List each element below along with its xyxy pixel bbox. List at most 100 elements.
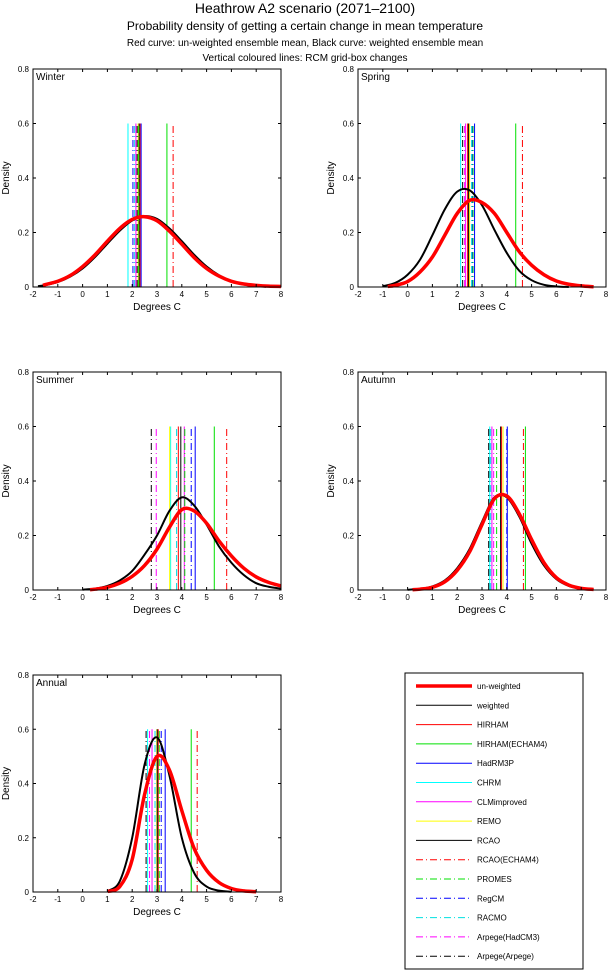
unweighted-curve: [42, 214, 282, 289]
x-tick-label: 5: [204, 593, 209, 602]
y-tick-label: 0.2: [343, 532, 355, 541]
legend-item: HIRHAM(ECHAM4): [416, 740, 548, 749]
x-tick-label: 8: [604, 593, 609, 602]
x-tick-label: 1: [105, 895, 110, 904]
x-tick-label: 6: [554, 290, 559, 299]
y-axis-label: Density: [1, 464, 12, 497]
legend-item: Arpege(HadCM3): [416, 933, 540, 942]
x-tick-label: 3: [480, 593, 485, 602]
unweighted-curve: [89, 506, 282, 592]
x-tick-label: 4: [180, 895, 185, 904]
legend-label: PROMES: [477, 875, 512, 884]
panel-annual: -2 -1 0 1 2 3 4 5 6 7 8 0 0.2 0.4 0.6 0.8 Degrees C Densi…: [1, 671, 284, 918]
x-axis-label: Degrees C: [133, 605, 181, 616]
x-tick-label: 6: [554, 593, 559, 602]
legend-item: CLMimproved: [416, 798, 527, 807]
legend-label: REMO: [477, 817, 501, 826]
x-tick-label: 0: [80, 895, 85, 904]
x-tick-label: 2: [130, 593, 135, 602]
unweighted-curve: [412, 492, 594, 592]
y-tick-label: 0.8: [343, 368, 355, 377]
x-tick-label: 4: [180, 290, 185, 299]
panel-title: Annual: [36, 678, 67, 689]
x-tick-label: -1: [54, 593, 62, 602]
x-axis-label: Degrees C: [133, 907, 181, 918]
x-axis-label: Degrees C: [133, 302, 181, 313]
legend-item: un-weighted: [416, 682, 521, 691]
x-tick-label: 3: [155, 593, 160, 602]
x-axis-label: Degrees C: [458, 605, 506, 616]
x-tick-label: 2: [455, 290, 460, 299]
legend-item: weighted: [416, 701, 509, 710]
x-tick-label: 1: [430, 290, 435, 299]
legend-label: HadRM3P: [477, 759, 514, 768]
x-tick-label: 4: [505, 593, 510, 602]
figure-caption-lines: Vertical coloured lines: RCM grid-box ch…: [202, 53, 407, 64]
x-tick-label: 0: [80, 593, 85, 602]
x-tick-label: 3: [155, 290, 160, 299]
x-tick-label: 7: [579, 290, 584, 299]
legend-item: PROMES: [416, 875, 512, 884]
legend-item: RCAO(ECHAM4): [416, 856, 539, 865]
x-tick-label: 8: [604, 290, 609, 299]
x-tick-label: -1: [54, 290, 62, 299]
x-tick-label: 6: [229, 290, 234, 299]
x-tick-label: 3: [155, 895, 160, 904]
x-tick-label: 3: [480, 290, 485, 299]
legend-label: Arpege(HadCM3): [477, 933, 540, 942]
legend-label: CHRM: [477, 779, 501, 788]
x-axis-label: Degrees C: [458, 302, 506, 313]
x-tick-label: 7: [579, 593, 584, 602]
y-tick-label: 0.8: [18, 671, 30, 680]
x-tick-label: 1: [105, 593, 110, 602]
legend-label: RCAO(ECHAM4): [477, 856, 539, 865]
panel-title: Autumn: [361, 375, 395, 386]
x-tick-label: -2: [354, 593, 362, 602]
x-tick-label: -2: [29, 593, 37, 602]
y-axis-label: Density: [1, 767, 12, 800]
panel-title: Winter: [36, 72, 66, 83]
y-tick-label: 0: [25, 283, 30, 292]
x-tick-label: 4: [505, 290, 510, 299]
panel-winter: -2 -1 0 1 2 3 4 5 6 7 8 0 0.2 0.4 0.6 0.8 Degrees C Densi…: [1, 65, 284, 313]
legend-item: RACMO: [416, 914, 507, 923]
legend-label: HIRHAM(ECHAM4): [477, 740, 548, 749]
x-tick-label: 8: [279, 290, 284, 299]
legend-item: REMO: [416, 817, 501, 826]
legend-label: RACMO: [477, 914, 507, 923]
y-tick-label: 0.8: [18, 368, 30, 377]
y-tick-label: 0.2: [18, 229, 30, 238]
x-tick-label: 7: [254, 290, 259, 299]
axes-box: [357, 371, 607, 591]
y-tick-label: 0.4: [343, 477, 355, 486]
x-tick-label: -2: [29, 895, 37, 904]
legend-label: weighted: [476, 701, 509, 710]
y-axis-label: Density: [1, 161, 12, 194]
y-tick-label: 0.2: [18, 532, 30, 541]
x-tick-label: 5: [204, 895, 209, 904]
y-tick-label: 0.8: [343, 65, 355, 74]
x-tick-label: 4: [180, 593, 185, 602]
y-tick-label: 0.4: [343, 174, 355, 183]
weighted-curve: [382, 187, 569, 288]
figure-caption-curves: Red curve: un-weighted ensemble mean, Bl…: [127, 38, 483, 49]
y-tick-label: 0.2: [343, 229, 355, 238]
y-tick-label: 0.6: [18, 423, 30, 432]
x-tick-label: 6: [229, 895, 234, 904]
x-tick-label: 5: [529, 290, 534, 299]
panel-autumn: -2 -1 0 1 2 3 4 5 6 7 8 0 0.2 0.4 0.6 0.8 Degrees C Densi…: [326, 368, 609, 616]
legend-label: Arpege(Arpege): [477, 952, 534, 961]
y-tick-label: 0: [350, 586, 355, 595]
legend-item: Arpege(Arpege): [416, 952, 534, 961]
y-tick-label: 0.4: [18, 174, 30, 183]
legend-label: CLMimproved: [477, 798, 527, 807]
legend-item: RCAO: [416, 836, 500, 845]
x-tick-label: 1: [430, 593, 435, 602]
y-tick-label: 0: [25, 888, 30, 897]
axes-box: [357, 68, 607, 288]
x-tick-label: 8: [279, 593, 284, 602]
x-tick-label: 5: [529, 593, 534, 602]
x-tick-label: -1: [379, 290, 387, 299]
y-tick-label: 0.6: [343, 423, 355, 432]
